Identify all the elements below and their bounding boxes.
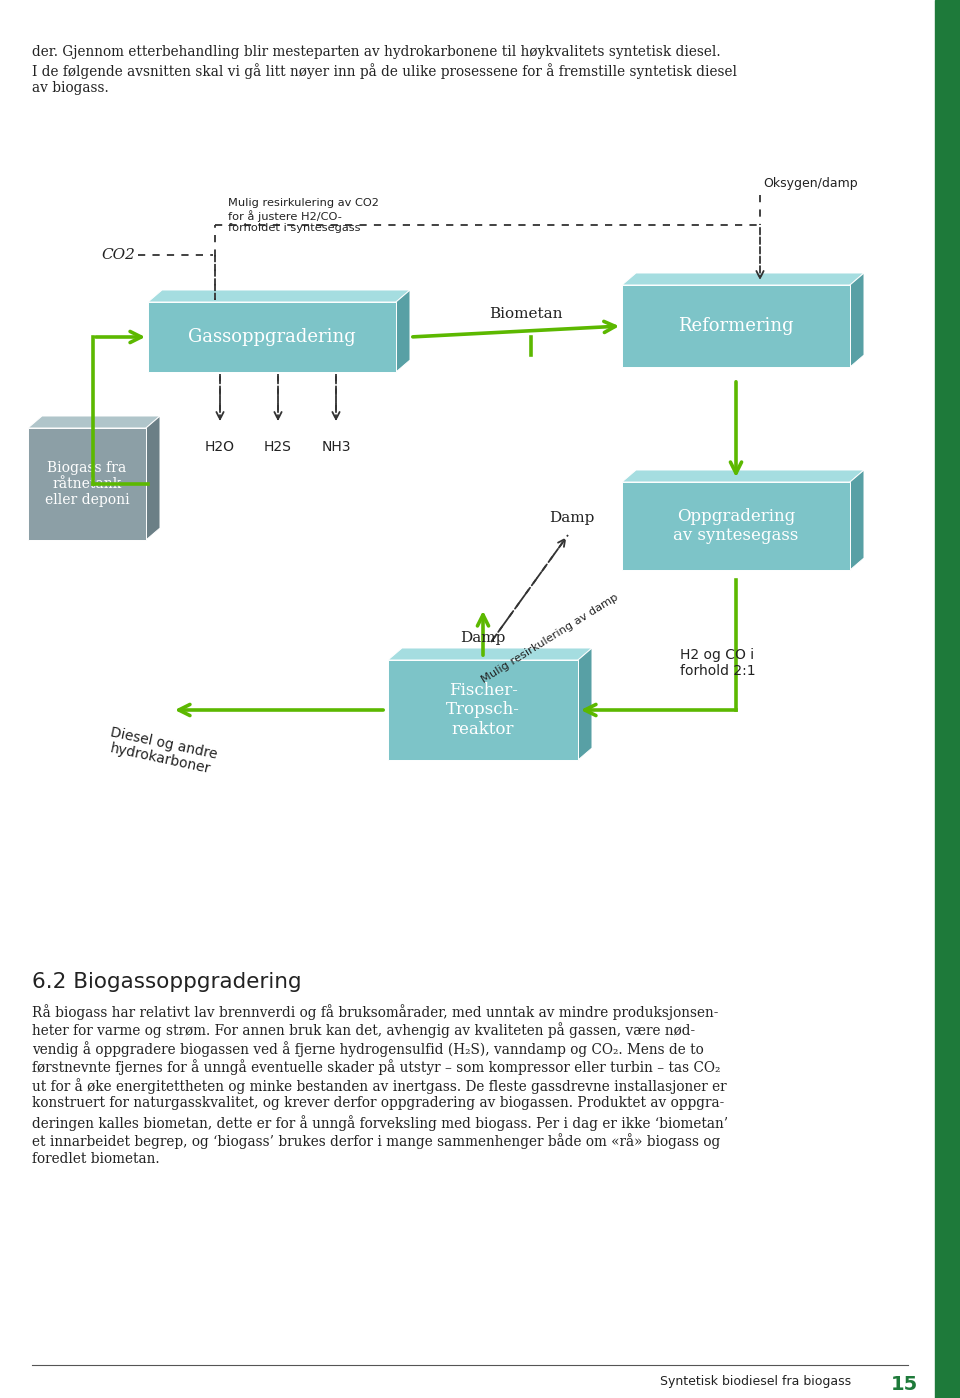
Text: CO2: CO2 — [101, 247, 135, 261]
Polygon shape — [622, 470, 864, 482]
Text: Rå biogass har relativt lav brennverdi og få bruksomårader, med unntak av mindre: Rå biogass har relativt lav brennverdi o… — [32, 1004, 718, 1021]
Polygon shape — [388, 649, 592, 660]
Text: Mulig resirkulering av CO2
for å justere H2/CO-
forholdet i syntesegass: Mulig resirkulering av CO2 for å justere… — [228, 199, 379, 233]
Bar — [148, 302, 396, 372]
Bar — [622, 285, 850, 368]
Text: Mulig resirkulering av damp: Mulig resirkulering av damp — [480, 591, 620, 685]
Polygon shape — [146, 417, 160, 540]
Text: 15: 15 — [891, 1376, 918, 1394]
Text: av biogass.: av biogass. — [32, 81, 108, 95]
Text: Damp: Damp — [549, 512, 594, 526]
Text: der. Gjennom etterbehandling blir mesteparten av hydrokarbonene til høykvalitets: der. Gjennom etterbehandling blir mestep… — [32, 45, 721, 59]
Text: Biogass fra
råtnetank
eller deponi: Biogass fra råtnetank eller deponi — [45, 461, 130, 507]
Bar — [28, 428, 146, 540]
Polygon shape — [850, 470, 864, 570]
Text: 6.2 Biogassoppgradering: 6.2 Biogassoppgradering — [32, 972, 301, 993]
Text: Damp: Damp — [460, 630, 506, 644]
Text: H2 og CO i
forhold 2:1: H2 og CO i forhold 2:1 — [680, 649, 756, 678]
Polygon shape — [148, 289, 410, 302]
Text: Fischer-
Tropsch-
reaktor: Fischer- Tropsch- reaktor — [446, 682, 520, 738]
Bar — [388, 660, 578, 761]
Text: vendig å oppgradere biogassen ved å fjerne hydrogensulfid (H₂S), vanndamp og CO₂: vendig å oppgradere biogassen ved å fjer… — [32, 1042, 704, 1057]
Text: heter for varme og strøm. For annen bruk kan det, avhengig av kvaliteten på gass: heter for varme og strøm. For annen bruk… — [32, 1022, 695, 1039]
Text: Biometan: Biometan — [490, 308, 563, 322]
Polygon shape — [622, 273, 864, 285]
Text: Oppgradering
av syntesegass: Oppgradering av syntesegass — [673, 507, 799, 544]
Polygon shape — [28, 417, 160, 428]
Text: førstnevnte fjernes for å unngå eventuelle skader på utstyr – som kompressor ell: førstnevnte fjernes for å unngå eventuel… — [32, 1060, 720, 1075]
Text: H2O: H2O — [205, 440, 235, 454]
Bar — [622, 482, 850, 570]
Text: et innarbeidet begrep, og ‘biogass’ brukes derfor i mange sammenhenger både om «: et innarbeidet begrep, og ‘biogass’ bruk… — [32, 1134, 720, 1149]
Text: Reformering: Reformering — [678, 317, 794, 336]
Polygon shape — [850, 273, 864, 368]
Text: Oksygen/damp: Oksygen/damp — [763, 178, 857, 190]
Text: deringen kalles biometan, dette er for å unngå forveksling med biogass. Per i da: deringen kalles biometan, dette er for å… — [32, 1116, 728, 1131]
Text: NH3: NH3 — [322, 440, 350, 454]
Text: foredlet biometan.: foredlet biometan. — [32, 1152, 159, 1166]
Text: Diesel og andre
hydrokarboner: Diesel og andre hydrokarboner — [106, 726, 219, 777]
Text: Syntetisk biodiesel fra biogass: Syntetisk biodiesel fra biogass — [660, 1376, 852, 1388]
Text: I de følgende avsnitten skal vi gå litt nøyer inn på de ulike prosessene for å f: I de følgende avsnitten skal vi gå litt … — [32, 63, 737, 78]
Text: konstruert for naturgasskvalitet, og krever derfor oppgradering av biogassen. Pr: konstruert for naturgasskvalitet, og kre… — [32, 1096, 724, 1110]
Text: ut for å øke energitettheten og minke bestanden av inertgass. De fleste gassdrev: ut for å øke energitettheten og minke be… — [32, 1078, 727, 1093]
Text: Gassoppgradering: Gassoppgradering — [188, 329, 356, 345]
Text: H2S: H2S — [264, 440, 292, 454]
Bar — [935, 0, 960, 1398]
Polygon shape — [396, 289, 410, 372]
Polygon shape — [578, 649, 592, 761]
